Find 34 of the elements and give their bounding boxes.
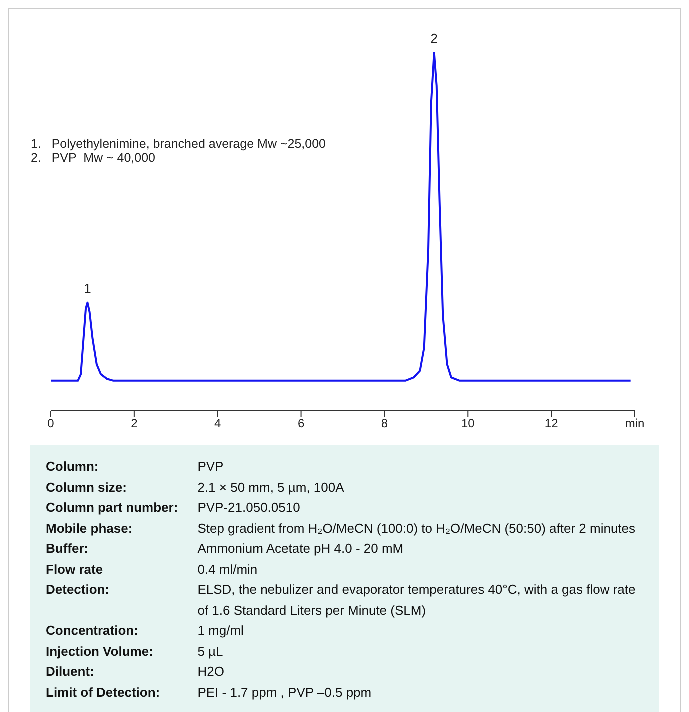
text: Diluent: <box>46 663 96 681</box>
text: 2.1 × 50 mm, 5 µm, 100A <box>198 478 346 497</box>
text: 5 µL <box>198 642 224 661</box>
text: Column: <box>46 458 100 476</box>
text: PEI - 1.7 ppm , PVP –0.5 ppm <box>198 684 373 702</box>
text: Limit of Detection: <box>46 684 162 702</box>
text: Step gradient from H₂O/MeCN (100:0) to H₂O/MeCN (50:50) after 2 minutes <box>198 520 637 538</box>
text: PVP-21.050.0510 <box>198 499 302 517</box>
annotation: 2. PVP Mw ~ 40,000 <box>31 151 156 165</box>
x-tick-label: 8 <box>381 416 388 431</box>
text: Column size: <box>46 478 128 496</box>
x-tick-label: 4 <box>214 416 222 431</box>
text: Injection Volume: <box>46 642 154 661</box>
text: PVP <box>198 458 225 476</box>
x-tick-label: 0 <box>48 416 55 431</box>
text: 1 mg/ml <box>198 622 245 640</box>
text: Detection: <box>46 581 111 599</box>
x-tick-label: 10 <box>461 416 476 431</box>
x-tick-label: 12 <box>544 416 559 431</box>
text: 0.4 ml/min <box>198 560 259 578</box>
text: Concentration: <box>46 622 140 640</box>
text: H2O <box>198 663 226 681</box>
text: Ammonium Acetate pH 4.0 - 20 mM <box>198 540 405 558</box>
annotation: 1. Polyethylenimine, branched average Mw ~25,000 <box>31 137 326 151</box>
text: Buffer: <box>46 540 90 558</box>
text: Flow rate <box>46 560 104 578</box>
text: ELSD, the nebulizer and evaporator temperatures 40°C, with a gas flow rate of 1.6 Standard Liters per Minute (SLM) <box>198 581 637 620</box>
x-tick-label: 2 <box>131 416 138 431</box>
annotation: 1 <box>84 280 92 296</box>
x-tick-label: min <box>625 416 645 431</box>
text: Mobile phase: <box>46 520 134 538</box>
annotation: 2 <box>430 31 438 46</box>
text: Column part number: <box>46 499 180 517</box>
x-tick-label: 6 <box>298 416 305 431</box>
